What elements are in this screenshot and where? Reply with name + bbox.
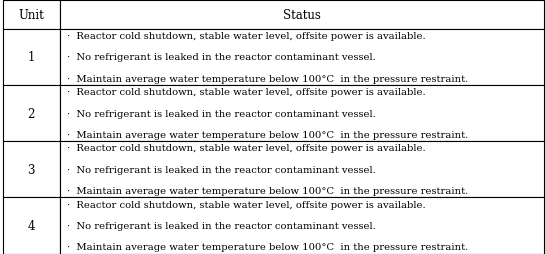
Bar [59,198,544,253]
Text: ·  No refrigerant is leaked in the reactor contaminant vessel.: · No refrigerant is leaked in the reacto… [66,53,376,62]
Bar [59,141,544,198]
Text: ·  Reactor cold shutdown, stable water level, offsite power is available.: · Reactor cold shutdown, stable water le… [66,88,425,97]
Bar [3,86,59,141]
Text: ·  No refrigerant is leaked in the reactor contaminant vessel.: · No refrigerant is leaked in the reacto… [66,221,376,230]
Text: 4: 4 [27,219,35,232]
Bar [3,1,59,30]
Bar [59,1,544,30]
Text: Unit: Unit [19,9,44,22]
Text: ·  Maintain average water temperature below 100°C  in the pressure restraint.: · Maintain average water temperature bel… [66,186,468,195]
Text: ·  Reactor cold shutdown, stable water level, offsite power is available.: · Reactor cold shutdown, stable water le… [66,32,425,41]
Bar [3,141,59,198]
Text: ·  No refrigerant is leaked in the reactor contaminant vessel.: · No refrigerant is leaked in the reacto… [66,165,376,174]
Text: 1: 1 [27,51,35,64]
Text: 3: 3 [27,163,35,176]
Text: ·  Maintain average water temperature below 100°C  in the pressure restraint.: · Maintain average water temperature bel… [66,242,468,251]
Bar [59,86,544,141]
Text: ·  Maintain average water temperature below 100°C  in the pressure restraint.: · Maintain average water temperature bel… [66,74,468,83]
Text: ·  Reactor cold shutdown, stable water level, offsite power is available.: · Reactor cold shutdown, stable water le… [66,200,425,209]
Text: ·  No refrigerant is leaked in the reactor contaminant vessel.: · No refrigerant is leaked in the reacto… [66,109,376,118]
Text: ·  Maintain average water temperature below 100°C  in the pressure restraint.: · Maintain average water temperature bel… [66,130,468,139]
Bar [3,198,59,253]
Text: ·  Reactor cold shutdown, stable water level, offsite power is available.: · Reactor cold shutdown, stable water le… [66,144,425,153]
Bar [3,30,59,86]
Bar [59,30,544,86]
Text: 2: 2 [27,107,35,120]
Text: Status: Status [283,9,320,22]
